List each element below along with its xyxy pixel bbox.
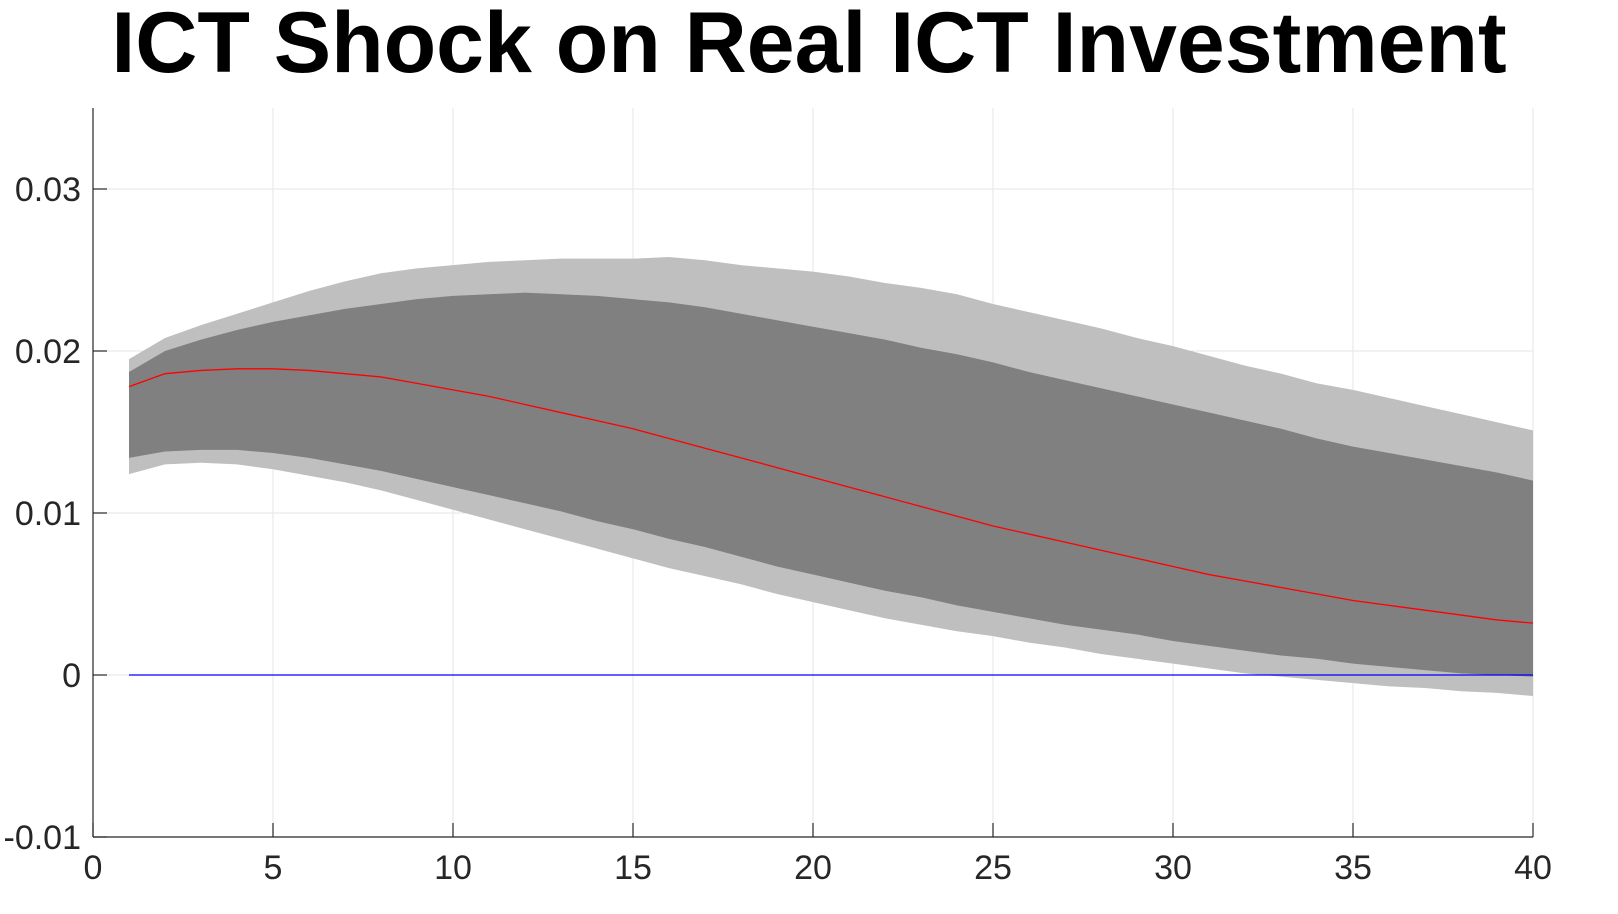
- x-tick-label: 20: [794, 849, 832, 887]
- y-tick-label: 0.03: [15, 171, 81, 209]
- x-tick-label: 30: [1154, 849, 1192, 887]
- y-axis-ticks: -0.01 0 0.01 0.02 0.03: [4, 171, 107, 857]
- series-lines: [128, 368, 1534, 676]
- x-tick-label: 0: [84, 849, 103, 887]
- x-tick-label: 10: [434, 849, 472, 887]
- x-axis-ticks: 0 5 10 15 20 25 30 35 40: [84, 823, 1552, 887]
- y-tick-label: -0.01: [4, 819, 82, 857]
- y-tick-label: 0.01: [15, 495, 81, 533]
- y-tick-label: 0.02: [15, 333, 81, 371]
- y-tick-label: 0: [62, 657, 81, 695]
- inner-band: [129, 292, 1533, 677]
- confidence-bands: [129, 257, 1533, 697]
- median-line: [128, 368, 1534, 624]
- chart-title: ICT Shock on Real ICT Investment: [111, 0, 1507, 91]
- x-tick-label: 35: [1334, 849, 1372, 887]
- x-tick-label: 5: [264, 849, 283, 887]
- x-tick-label: 40: [1514, 849, 1552, 887]
- x-tick-label: 25: [974, 849, 1012, 887]
- x-tick-label: 15: [614, 849, 652, 887]
